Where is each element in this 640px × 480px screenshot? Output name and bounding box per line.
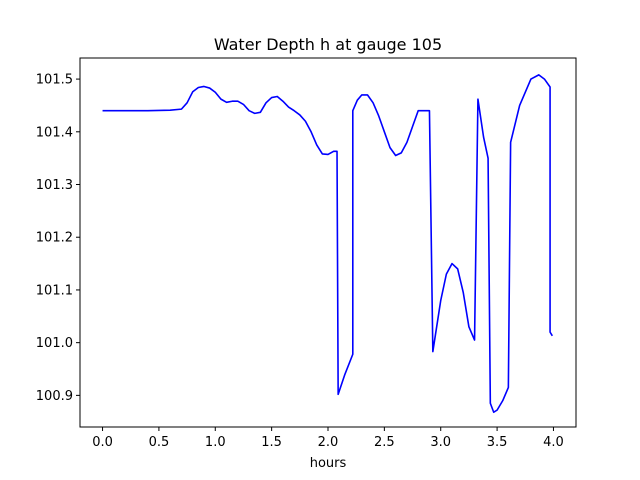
x-tick-label: 4.0	[543, 435, 564, 450]
y-tick-label: 101.2	[36, 231, 73, 246]
x-tick-label: 2.0	[318, 435, 339, 450]
x-tick-label: 1.0	[205, 435, 226, 450]
y-tick-label: 101.1	[36, 283, 73, 298]
x-tick-label: 0.5	[149, 435, 170, 450]
y-tick-label: 101.5	[36, 73, 73, 88]
y-tick-label: 101.3	[36, 178, 73, 193]
x-tick-label: 2.5	[374, 435, 395, 450]
x-axis-ticks: 0.0 0.5 1.0 1.5 2.0 2.5 3.0 3.5 4.0	[92, 427, 564, 450]
y-axis-ticks: 100.9 101.0 101.1 101.2 101.3 101.4 101.5	[36, 73, 80, 404]
y-tick-label: 100.9	[36, 389, 73, 404]
x-tick-label: 0.0	[92, 435, 113, 450]
x-tick-label: 1.5	[261, 435, 282, 450]
x-tick-label: 3.5	[487, 435, 508, 450]
x-tick-label: 3.0	[430, 435, 451, 450]
y-tick-label: 101.0	[36, 336, 73, 351]
x-axis-label: hours	[310, 456, 347, 471]
series-line-0	[102, 74, 554, 414]
chart-title: Water Depth h at gauge 105	[214, 35, 442, 54]
y-tick-label: 101.4	[36, 125, 73, 140]
